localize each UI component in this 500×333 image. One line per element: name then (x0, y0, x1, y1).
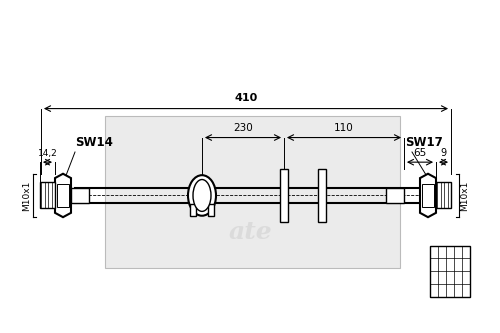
Text: 9: 9 (440, 148, 446, 158)
Bar (57, 184, 69, 207)
Ellipse shape (188, 175, 216, 216)
Text: SW14: SW14 (75, 136, 113, 149)
Bar (436, 182, 451, 208)
Text: M10x1: M10x1 (460, 180, 469, 211)
Polygon shape (420, 174, 436, 217)
Text: 24.5112-0407.3: 24.5112-0407.3 (92, 14, 288, 34)
Bar (280, 169, 288, 221)
Text: SW17: SW17 (405, 136, 443, 149)
Text: ate: ate (228, 220, 272, 244)
Bar (430, 246, 470, 297)
Bar (386, 188, 404, 203)
Text: 14,2: 14,2 (38, 149, 58, 158)
Bar (40, 182, 55, 208)
Bar (71, 188, 89, 203)
Text: 331459: 331459 (314, 14, 406, 34)
Bar (422, 184, 434, 207)
Polygon shape (55, 174, 71, 217)
Text: 410: 410 (234, 93, 258, 103)
Text: 230: 230 (233, 123, 253, 133)
Bar (318, 169, 326, 221)
Bar (105, 116, 400, 268)
Bar (190, 204, 196, 216)
Text: 110: 110 (334, 123, 354, 133)
Ellipse shape (193, 179, 211, 211)
Text: M10x1: M10x1 (22, 180, 32, 211)
Bar (208, 204, 214, 216)
Text: 65: 65 (414, 148, 426, 158)
